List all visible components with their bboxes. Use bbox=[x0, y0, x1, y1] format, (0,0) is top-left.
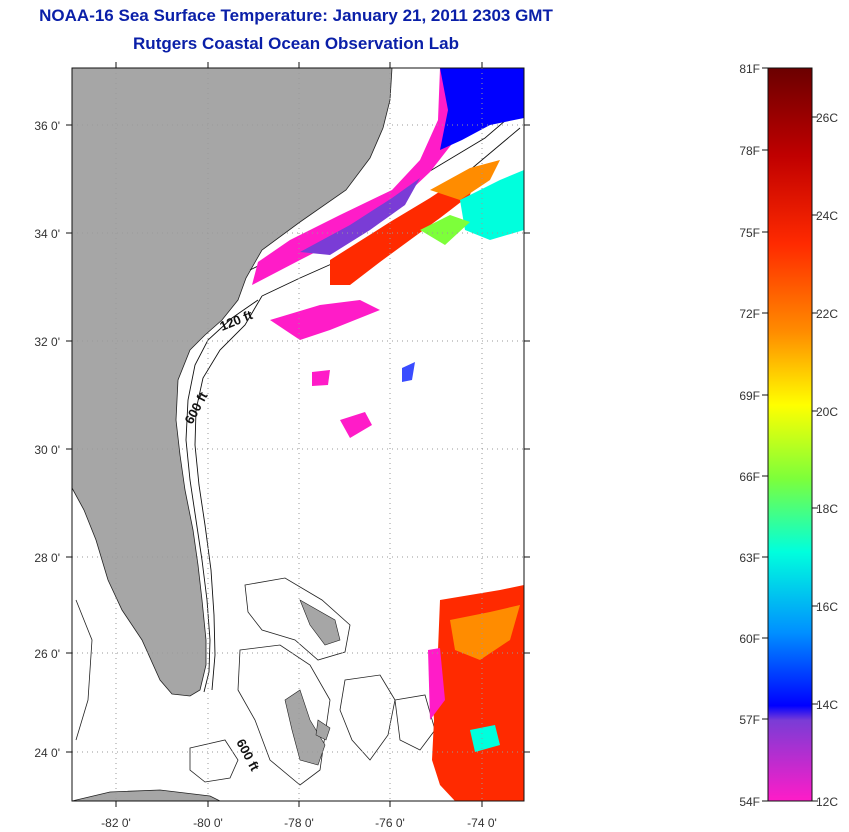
colorbar-f-54: 54F bbox=[739, 795, 760, 809]
colorbar-f-81: 81F bbox=[739, 62, 760, 76]
lat-label-34: 34 0' bbox=[34, 227, 60, 241]
lon-label-80: -80 0' bbox=[193, 816, 223, 830]
landmass-cuba bbox=[72, 789, 221, 801]
colorbar-c-20: 20C bbox=[816, 405, 838, 419]
lat-label-30: 30 0' bbox=[34, 443, 60, 457]
colorbar-f-57: 57F bbox=[739, 713, 760, 727]
lon-label-82: -82 0' bbox=[101, 816, 131, 830]
graticule bbox=[72, 68, 524, 801]
sst-swath-north bbox=[252, 68, 524, 438]
colorbar-c-12: 12C bbox=[816, 795, 838, 809]
colorbar-c-16: 16C bbox=[816, 600, 838, 614]
lon-label-78: -78 0' bbox=[284, 816, 314, 830]
colorbar-gradient bbox=[767, 67, 813, 802]
bahamas-islands bbox=[284, 599, 341, 766]
map-area bbox=[72, 68, 524, 801]
lat-label-32: 32 0' bbox=[34, 335, 60, 349]
lon-label-74: -74 0' bbox=[467, 816, 497, 830]
bahamas-banks bbox=[75, 577, 436, 786]
colorbar-c-26: 26C bbox=[816, 111, 838, 125]
sst-swath-south bbox=[428, 585, 524, 801]
frame-ticks bbox=[66, 62, 530, 807]
lon-label-76: -76 0' bbox=[375, 816, 405, 830]
colorbar-c-18: 18C bbox=[816, 502, 838, 516]
colorbar-f-66: 66F bbox=[739, 470, 760, 484]
colorbar-c-14: 14C bbox=[816, 698, 838, 712]
colorbar-f-75: 75F bbox=[739, 226, 760, 240]
lat-label-36: 36 0' bbox=[34, 119, 60, 133]
map-subtitle: Rutgers Coastal Ocean Observation Lab bbox=[133, 34, 459, 53]
lat-label-24: 24 0' bbox=[34, 746, 60, 760]
colorbar-f-60: 60F bbox=[739, 632, 760, 646]
colorbar-f-78: 78F bbox=[739, 144, 760, 158]
lat-label-26: 26 0' bbox=[34, 647, 60, 661]
lat-label-28: 28 0' bbox=[34, 551, 60, 565]
colorbar-f-63: 63F bbox=[739, 551, 760, 565]
map-frame bbox=[71, 67, 525, 802]
map-title: NOAA-16 Sea Surface Temperature: January… bbox=[39, 6, 553, 25]
temperature-colorbar: 81F 78F 75F 72F 69F 66F 63F 60F 57F 54F … bbox=[739, 62, 838, 809]
landmass-us-east-coast bbox=[72, 68, 393, 697]
colorbar-f-69: 69F bbox=[739, 389, 760, 403]
colorbar-c-22: 22C bbox=[816, 307, 838, 321]
colorbar-f-72: 72F bbox=[739, 307, 760, 321]
colorbar-c-24: 24C bbox=[816, 209, 838, 223]
colorbar-ticks bbox=[762, 67, 818, 802]
